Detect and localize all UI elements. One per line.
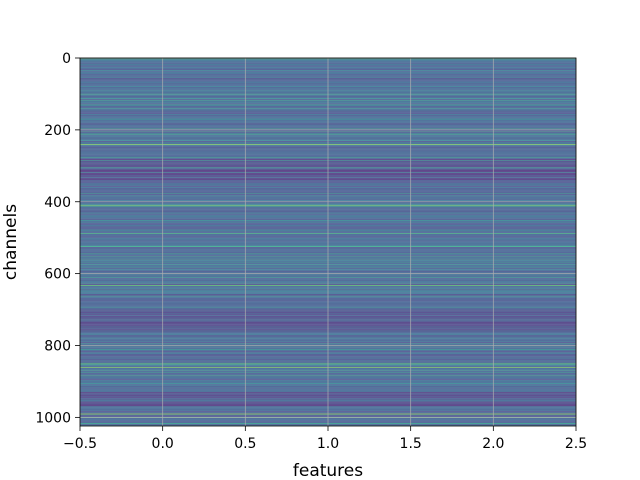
x-tick-label: 0.5 bbox=[234, 436, 256, 452]
grid-lines bbox=[79, 57, 577, 426]
y-tick-label: 0 bbox=[62, 51, 71, 67]
y-axis-label: channels bbox=[1, 204, 21, 280]
x-tick-label: 1.5 bbox=[400, 436, 422, 452]
x-axis-label: features bbox=[293, 461, 363, 480]
x-tick-label: 0.0 bbox=[152, 436, 174, 452]
x-tick-label: 2.5 bbox=[565, 436, 587, 452]
y-tick-label: 1000 bbox=[35, 410, 71, 426]
x-axis-ticks: −0.5 0.0 0.5 1.0 1.5 2.0 2.5 bbox=[63, 426, 587, 452]
x-tick-label: 2.0 bbox=[482, 436, 504, 452]
x-tick-label: 1.0 bbox=[317, 436, 339, 452]
x-tick-label: −0.5 bbox=[63, 436, 97, 452]
y-axis-ticks: 0 200 400 600 800 1000 bbox=[35, 51, 80, 426]
y-tick-label: 200 bbox=[44, 123, 71, 139]
y-tick-label: 600 bbox=[44, 267, 71, 283]
y-tick-label: 800 bbox=[44, 339, 71, 355]
y-tick-label: 400 bbox=[44, 195, 71, 211]
